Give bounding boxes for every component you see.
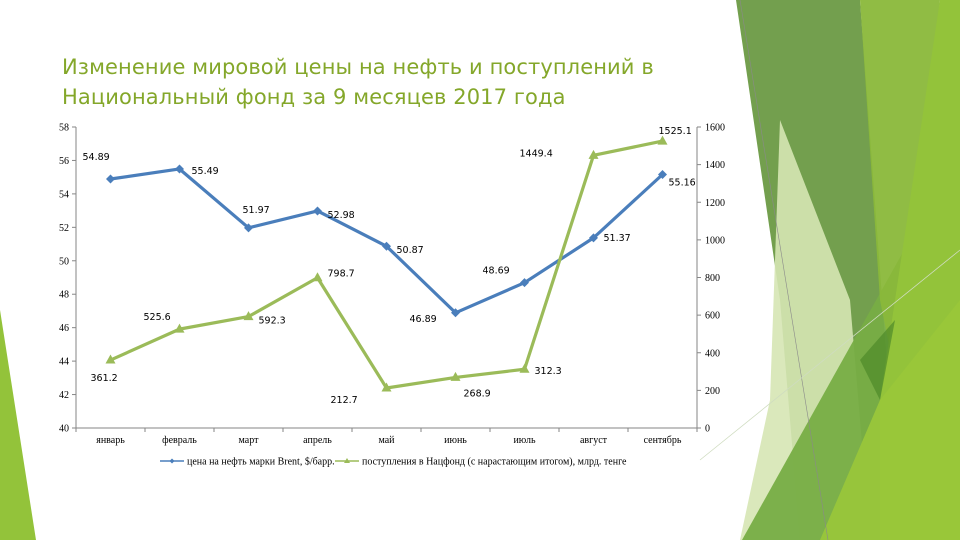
fund-data-label: 525.6 <box>144 312 171 323</box>
brent-price-line <box>110 167 664 315</box>
fund-data-label: 592.3 <box>259 316 286 327</box>
right-axis-tick-label: 1200 <box>705 198 725 209</box>
triangle-marker-icon <box>519 363 530 373</box>
left-axis-tick-label: 42 <box>59 390 69 401</box>
brent-data-label: 46.89 <box>410 314 437 325</box>
x-axis-category-label: сентябрь <box>644 435 682 446</box>
diamond-marker-icon <box>382 241 391 251</box>
left-axis-tick-label: 50 <box>59 256 69 267</box>
diamond-marker-icon <box>589 233 598 243</box>
fund-inflow-line <box>109 139 663 390</box>
legend-brent-marker-icon <box>169 458 175 464</box>
left-axis-tick-label: 48 <box>59 290 69 301</box>
slide-title-line-1: Изменение мировой цены на нефть и поступ… <box>62 55 654 79</box>
fund-data-label: 268.9 <box>464 388 491 399</box>
x-axis-category-label: апрель <box>303 435 332 446</box>
chart-series <box>105 135 668 392</box>
deco-shape-light-top <box>860 0 940 400</box>
triangle-marker-icon <box>105 354 116 364</box>
deco-shape-dark-wedge <box>860 320 895 400</box>
deco-left-triangle <box>0 310 36 540</box>
diamond-marker-icon <box>244 223 253 233</box>
x-axis-category-label: июнь <box>444 435 467 446</box>
x-axis-category-label: июль <box>513 435 536 446</box>
diamond-marker-icon <box>520 278 529 288</box>
brent-data-label: 51.37 <box>604 233 631 244</box>
chart-legend: цена на нефть марки Brent, $/барр. поступ… <box>160 457 627 468</box>
deco-thin-line-2 <box>699 249 960 461</box>
right-axis-tick-label: 200 <box>705 386 720 397</box>
fund-data-label: 1525.1 <box>659 126 692 137</box>
diamond-marker-icon <box>106 174 115 184</box>
left-axis-tick-label: 40 <box>59 424 69 435</box>
fund-data-label: 212.7 <box>331 395 358 406</box>
brent-data-label: 55.49 <box>192 166 219 177</box>
right-axis-tick-label: 800 <box>705 273 720 284</box>
x-axis-category-label: январь <box>96 435 125 446</box>
triangle-marker-icon <box>657 135 668 145</box>
brent-data-label: 55.16 <box>669 177 696 188</box>
triangle-marker-icon <box>243 311 254 321</box>
right-axis-tick-label: 1600 <box>705 123 725 134</box>
brent-data-label: 50.87 <box>397 245 424 256</box>
left-axis-tick-label: 54 <box>59 189 69 200</box>
triangle-marker-icon <box>381 382 392 392</box>
x-axis-category-label: август <box>580 435 608 446</box>
left-axis-tick-label: 58 <box>59 123 69 134</box>
brent-data-label: 48.69 <box>483 266 510 277</box>
fund-data-label: 1449.4 <box>520 148 553 159</box>
right-axis-tick-label: 1400 <box>705 160 725 171</box>
diamond-marker-icon <box>658 169 667 179</box>
slide-title-line-2: Национальный фонд за 9 месяцев 2017 года <box>62 85 566 109</box>
diamond-marker-icon <box>313 206 322 216</box>
triangle-marker-icon <box>588 149 599 159</box>
triangle-marker-icon <box>312 272 323 282</box>
left-axis-tick-label: 46 <box>59 323 69 334</box>
right-axis-tick-label: 0 <box>705 424 710 435</box>
right-axis-tick-label: 400 <box>705 348 720 359</box>
brent-data-label: 52.98 <box>328 210 355 221</box>
brent-data-label: 54.89 <box>83 152 110 163</box>
x-axis-category-label: май <box>378 435 395 446</box>
chart-data-labels: 54.89 55.49 51.97 52.98 50.87 46.89 48.69 51.37… <box>83 126 696 406</box>
left-axis-tick-label: 52 <box>59 223 69 234</box>
brent-data-label: 51.97 <box>243 205 270 216</box>
left-axis-tick-label: 44 <box>59 357 69 368</box>
x-axis-category-label: март <box>239 435 260 446</box>
diamond-marker-icon <box>451 308 460 318</box>
legend-fund-marker-icon <box>344 458 350 463</box>
right-axis-tick-label: 600 <box>705 311 720 322</box>
triangle-marker-icon <box>174 323 185 333</box>
triangle-marker-icon <box>450 371 461 381</box>
fund-data-label: 798.7 <box>328 269 355 280</box>
slide-title: Изменение мировой цены на нефть и поступ… <box>62 52 742 112</box>
legend-fund-label: поступления в Нацфонд (с нарастающим ито… <box>362 457 627 468</box>
chart-axes: 40 42 44 46 48 50 52 54 56 58 0 200 400 600 800 1000 120… <box>59 123 725 447</box>
left-axis-tick-label: 56 <box>59 156 69 167</box>
legend-brent-label: цена на нефть марки Brent, $/барр. <box>187 457 335 468</box>
fund-data-label: 361.2 <box>91 373 118 384</box>
deco-shape-light-bottom <box>820 300 960 540</box>
deco-thin-line-1 <box>739 0 829 540</box>
fund-data-label: 312.3 <box>535 366 562 377</box>
right-axis-tick-label: 1000 <box>705 235 725 246</box>
diamond-marker-icon <box>175 164 184 174</box>
x-axis-category-label: февраль <box>162 435 197 446</box>
